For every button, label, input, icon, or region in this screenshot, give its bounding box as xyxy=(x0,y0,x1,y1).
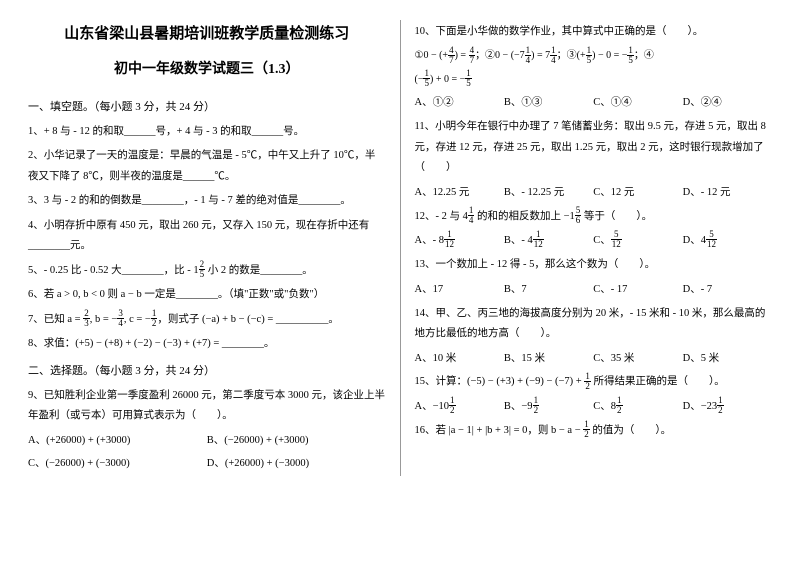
q15-text-a: 15、计算：(−5) − (+3) + (−9) − (−7) + xyxy=(415,376,585,387)
q2: 2、小华记录了一天的温度是：早晨的气温是 - 5℃，中午又上升了 10℃，半夜又… xyxy=(28,146,386,187)
q10-options: A、①② B、①③ C、①④ D、②④ xyxy=(415,93,773,113)
q12-text-c: 等于（ ）。 xyxy=(581,211,652,222)
q15-options: A、−1012 B、−912 C、812 D、−2312 xyxy=(415,397,773,417)
q12-text-a: 12、- 2 与 xyxy=(415,211,463,222)
exam-page: 山东省梁山县暑期培训班教学质量检测练习 初中一年级数学试题三（1.3） 一、填空… xyxy=(0,0,800,496)
q13-opt-c: C、- 17 xyxy=(593,280,682,300)
q13: 13、一个数加上 - 12 得 - 5，那么这个数为（ ）。 xyxy=(415,255,773,275)
q11-opt-d: D、- 12 元 xyxy=(683,183,772,203)
q15-text-b: 所得结果正确的是（ ）。 xyxy=(591,376,725,387)
q16: 16、若 |a − 1| + |b + 3| = 0，则 b − a − 12 … xyxy=(415,421,773,441)
q14: 14、甲、乙、丙三地的海拔高度分别为 20 米，- 15 米和 - 10 米，那… xyxy=(415,304,773,345)
q16-text-a: 16、若 |a − 1| + |b + 3| = 0，则 b − a − xyxy=(415,425,584,436)
q9-options-row2: C、(−26000) + (−3000) D、(+26000) + (−3000… xyxy=(28,454,386,474)
q10-expr: ①0 − (+47) = 47；②0 − (−714) = 714；③(+15)… xyxy=(415,46,773,66)
q13-opt-d: D、- 7 xyxy=(683,280,772,300)
q9-opt-d: D、(+26000) + (−3000) xyxy=(207,454,386,474)
q12-opt-c: C、512 xyxy=(593,231,682,251)
q11-opt-a: A、12.25 元 xyxy=(415,183,504,203)
q4: 4、小明存折中原有 450 元，取出 260 元，又存入 150 元，现在存折中… xyxy=(28,216,386,257)
q16-text-b: 的值为（ ）。 xyxy=(590,425,671,436)
q10-opt-c: C、①④ xyxy=(593,93,682,113)
q14-opt-c: C、35 米 xyxy=(593,349,682,369)
q12-opt-b: B、- 4112 xyxy=(504,231,593,251)
q10: 10、下面是小华做的数学作业，其中算式中正确的是（ ）。 xyxy=(415,22,773,42)
right-column: 10、下面是小华做的数学作业，其中算式中正确的是（ ）。 ①0 − (+47) … xyxy=(401,20,773,476)
sub-title: 初中一年级数学试题三（1.3） xyxy=(28,57,386,84)
q13-opt-a: A、17 xyxy=(415,280,504,300)
q11-opt-b: B、- 12.25 元 xyxy=(504,183,593,203)
q8: 8、求值：(+5) − (+8) + (−2) − (−3) + (+7) = … xyxy=(28,334,386,354)
section-2-header: 二、选择题。（每小题 3 分，共 24 分） xyxy=(28,361,386,382)
q7: 7、已知 a = 23, b = −34, c = −12，则式子 (−a) +… xyxy=(28,310,386,330)
q15-opt-b: B、−912 xyxy=(504,397,593,417)
q14-options: A、10 米 B、15 米 C、35 米 D、5 米 xyxy=(415,349,773,369)
q13-opt-b: B、7 xyxy=(504,280,593,300)
q12-opt-d: D、4512 xyxy=(683,231,772,251)
q15: 15、计算：(−5) − (+3) + (−9) − (−7) + 12 所得结… xyxy=(415,372,773,392)
q7-text-b: ，则式子 (−a) + b − (−c) = __________。 xyxy=(157,314,339,325)
q9-opt-c: C、(−26000) + (−3000) xyxy=(28,454,207,474)
q11: 11、小明今年在银行中办理了 7 笔储蓄业务：取出 9.5 元，存进 5 元，取… xyxy=(415,117,773,178)
q15-opt-a: A、−1012 xyxy=(415,397,504,417)
q11-opt-c: C、12 元 xyxy=(593,183,682,203)
q12-opt-a: A、- 8112 xyxy=(415,231,504,251)
q14-opt-a: A、10 米 xyxy=(415,349,504,369)
q5: 5、- 0.25 比 - 0.52 大________，比 - 125 小 2 … xyxy=(28,261,386,281)
q10-expr2: (−15) + 0 = −15 xyxy=(415,70,773,90)
q5-text-a: 5、- 0.25 比 - 0.52 大________，比 - xyxy=(28,265,193,276)
left-column: 山东省梁山县暑期培训班教学质量检测练习 初中一年级数学试题三（1.3） 一、填空… xyxy=(28,20,401,476)
q6: 6、若 a > 0, b < 0 则 a − b 一定是________。（填"… xyxy=(28,285,386,305)
q3: 3、3 与 - 2 的和的倒数是________，- 1 与 - 7 差的绝对值… xyxy=(28,191,386,211)
q11-options: A、12.25 元 B、- 12.25 元 C、12 元 D、- 12 元 xyxy=(415,183,773,203)
q9-opt-a: A、(+26000) + (+3000) xyxy=(28,431,207,451)
q14-opt-b: B、15 米 xyxy=(504,349,593,369)
q5-text-b: 小 2 的数是________。 xyxy=(205,265,313,276)
q7-text-a: 7、已知 xyxy=(28,314,67,325)
q10-opt-a: A、①② xyxy=(415,93,504,113)
q12-options: A、- 8112 B、- 4112 C、512 D、4512 xyxy=(415,231,773,251)
q15-opt-d: D、−2312 xyxy=(683,397,772,417)
q15-opt-c: C、812 xyxy=(593,397,682,417)
main-title: 山东省梁山县暑期培训班教学质量检测练习 xyxy=(28,20,386,49)
q13-options: A、17 B、7 C、- 17 D、- 7 xyxy=(415,280,773,300)
q12: 12、- 2 与 414 的和的相反数加上 −156 等于（ ）。 xyxy=(415,207,773,227)
q14-opt-d: D、5 米 xyxy=(683,349,772,369)
q1: 1、+ 8 与 - 12 的和取______号，+ 4 与 - 3 的和取___… xyxy=(28,122,386,142)
q9-opt-b: B、(−26000) + (+3000) xyxy=(207,431,386,451)
q9: 9、已知胜利企业第一季度盈利 26000 元，第二季度亏本 3000 元，该企业… xyxy=(28,386,386,427)
q9-options-row1: A、(+26000) + (+3000) B、(−26000) + (+3000… xyxy=(28,431,386,451)
q12-text-b: 的和的相反数加上 xyxy=(474,211,563,222)
q10-opt-d: D、②④ xyxy=(683,93,772,113)
section-1-header: 一、填空题。（每小题 3 分，共 24 分） xyxy=(28,97,386,118)
q10-opt-b: B、①③ xyxy=(504,93,593,113)
